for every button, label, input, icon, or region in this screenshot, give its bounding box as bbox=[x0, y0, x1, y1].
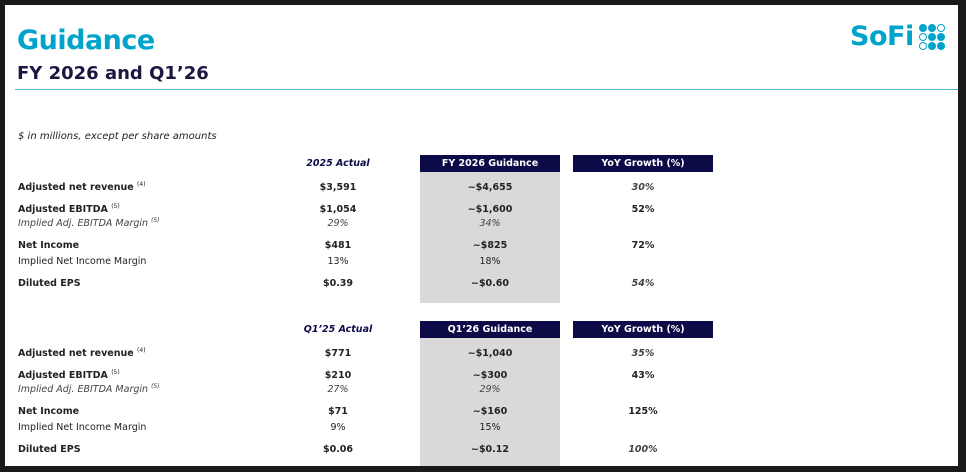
row-label: Diluted EPS bbox=[18, 278, 81, 289]
actual-value: $3,591 bbox=[319, 182, 357, 193]
footnote-ref: (5) bbox=[151, 383, 160, 390]
footnote-ref: (5) bbox=[151, 217, 160, 224]
row-label: Adjusted net revenue (4) bbox=[18, 181, 146, 194]
guidance-value: ~$300 bbox=[472, 370, 508, 381]
guidance-value: ~$825 bbox=[472, 240, 508, 251]
actual-value: 13% bbox=[327, 256, 349, 267]
row-label: Diluted EPS bbox=[18, 444, 81, 455]
actual-value: $481 bbox=[324, 240, 352, 251]
row-label: Implied Net Income Margin bbox=[18, 256, 147, 267]
guidance-value: 18% bbox=[479, 256, 501, 267]
actual-value: 29% bbox=[327, 218, 349, 229]
growth-value: 54% bbox=[631, 278, 655, 289]
actual-value: $1,054 bbox=[319, 204, 357, 215]
page-subtitle: FY 2026 and Q1’26 bbox=[17, 63, 209, 84]
guidance-value: ~$0.12 bbox=[470, 444, 509, 455]
actual-value: $71 bbox=[328, 406, 348, 417]
guidance-value: ~$0.60 bbox=[470, 278, 509, 289]
actual-column-header: Q1’25 Actual bbox=[303, 324, 373, 335]
guidance-value: 34% bbox=[479, 218, 501, 229]
divider bbox=[15, 89, 958, 90]
guidance-value: 15% bbox=[479, 422, 501, 433]
actual-value: $0.39 bbox=[322, 278, 354, 289]
growth-column-header: YoY Growth (%) bbox=[573, 155, 713, 172]
row-label: Adjusted EBITDA (5) bbox=[18, 369, 120, 382]
page-title: Guidance bbox=[17, 25, 155, 56]
growth-value: 125% bbox=[628, 406, 658, 417]
footnote-ref: (4) bbox=[137, 181, 146, 188]
guidance-column-bg bbox=[420, 172, 560, 303]
growth-value: 100% bbox=[628, 444, 658, 455]
slide: Guidance FY 2026 and Q1’26 SoFi $ in mil… bbox=[5, 5, 958, 466]
guidance-value: ~$1,040 bbox=[467, 348, 513, 359]
row-label: Implied Adj. EBITDA Margin (5) bbox=[18, 217, 160, 230]
actual-value: 9% bbox=[330, 422, 346, 433]
guidance-value: ~$4,655 bbox=[467, 182, 513, 193]
growth-value: 43% bbox=[631, 370, 655, 381]
footnote-ref: (5) bbox=[111, 369, 120, 376]
footnote-ref: (4) bbox=[137, 347, 146, 354]
actual-value: $771 bbox=[324, 348, 352, 359]
row-label: Adjusted net revenue (4) bbox=[18, 347, 146, 360]
guidance-value: 29% bbox=[479, 384, 501, 395]
row-label: Net Income bbox=[18, 240, 80, 251]
growth-value: 35% bbox=[631, 348, 655, 359]
units-note: $ in millions, except per share amounts bbox=[18, 131, 217, 142]
guidance-column-bg bbox=[420, 338, 560, 466]
row-label: Adjusted EBITDA (5) bbox=[18, 203, 120, 216]
sofi-logo: SoFi bbox=[850, 21, 945, 52]
growth-value: 72% bbox=[631, 240, 655, 251]
guidance-column-header: FY 2026 Guidance bbox=[420, 155, 560, 172]
logo-dots-icon bbox=[918, 23, 945, 50]
row-label: Net Income bbox=[18, 406, 80, 417]
row-label: Implied Adj. EBITDA Margin (5) bbox=[18, 383, 160, 396]
actual-value: $0.06 bbox=[322, 444, 354, 455]
guidance-value: ~$1,600 bbox=[467, 204, 513, 215]
actual-column-header: 2025 Actual bbox=[306, 158, 370, 169]
growth-value: 30% bbox=[631, 182, 655, 193]
actual-value: $210 bbox=[324, 370, 352, 381]
guidance-column-header: Q1’26 Guidance bbox=[420, 321, 560, 338]
logo-text: SoFi bbox=[850, 21, 914, 52]
guidance-value: ~$160 bbox=[472, 406, 508, 417]
actual-value: 27% bbox=[327, 384, 349, 395]
growth-value: 52% bbox=[631, 204, 655, 215]
growth-column-header: YoY Growth (%) bbox=[573, 321, 713, 338]
footnote-ref: (5) bbox=[111, 203, 120, 210]
row-label: Implied Net Income Margin bbox=[18, 422, 147, 433]
